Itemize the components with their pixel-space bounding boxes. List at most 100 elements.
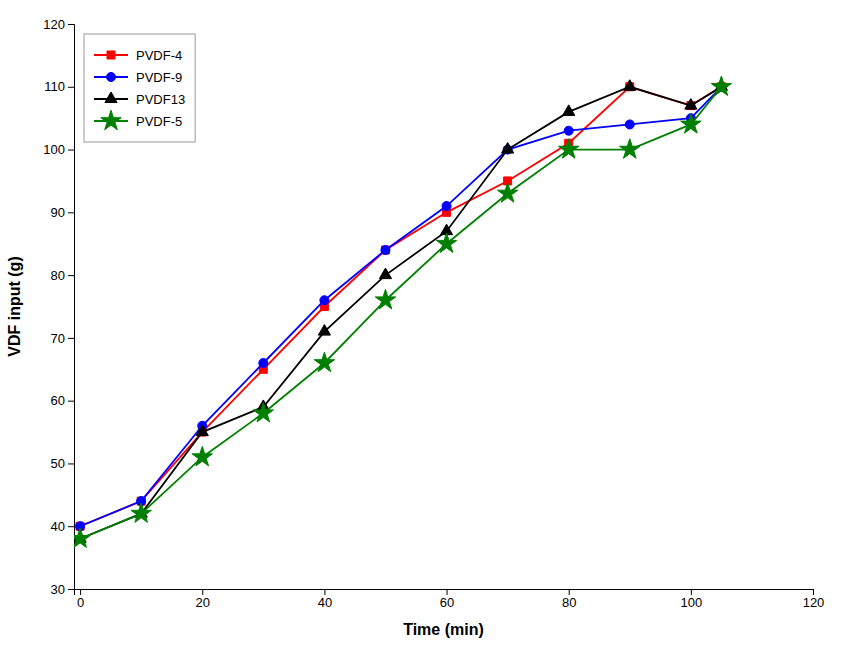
tick: 120: [43, 17, 74, 32]
point: [563, 105, 575, 116]
point: [253, 402, 273, 421]
point: [685, 99, 697, 110]
tick: 90: [51, 205, 74, 220]
tick-mark: [68, 150, 74, 151]
tick-mark: [813, 589, 814, 595]
tick-mark: [68, 589, 74, 590]
tick-label: 20: [196, 595, 210, 610]
line: [80, 87, 721, 526]
tick-mark: [324, 589, 325, 595]
tick-label: 60: [440, 595, 454, 610]
marks: [74, 76, 732, 547]
tick: 70: [51, 331, 74, 346]
point: [196, 425, 208, 436]
point: [318, 325, 330, 336]
tick: 120: [803, 589, 825, 610]
tick-mark: [68, 24, 74, 25]
x-axis: 020406080100120: [75, 589, 825, 610]
tick-label: 120: [43, 17, 65, 32]
tick: 20: [196, 589, 210, 610]
tick-label: 90: [51, 205, 65, 220]
tick-mark: [447, 589, 448, 595]
tick-mark: [569, 589, 570, 595]
tick: 60: [440, 589, 454, 610]
point: [502, 143, 514, 154]
plot: 02040608010012030405060708090100110120PV…: [43, 17, 824, 611]
tick-label: 40: [51, 519, 65, 534]
point: [624, 80, 636, 91]
tick-mark: [68, 338, 74, 339]
series: [76, 82, 726, 530]
point: [131, 503, 151, 522]
legend-box: [84, 34, 195, 142]
tick: 0: [77, 589, 84, 610]
legend-marker: [105, 92, 117, 103]
line: [80, 87, 721, 539]
tick: 100: [43, 142, 74, 157]
point: [375, 289, 395, 308]
tick-mark: [68, 275, 74, 276]
tick: 80: [562, 589, 576, 610]
point: [497, 183, 517, 202]
point: [681, 114, 701, 133]
legend-marker: [101, 110, 121, 129]
legend-item: PVDF-5: [94, 110, 182, 129]
legend-marker: [106, 72, 115, 81]
legend-label: PVDF-9: [136, 70, 182, 85]
tick-label: 80: [562, 595, 576, 610]
legend-marker: [107, 51, 115, 59]
tick-label: 40: [318, 595, 332, 610]
legend-label: PVDF-4: [136, 48, 182, 63]
point: [314, 352, 334, 371]
tick-label: 30: [51, 582, 65, 597]
tick: 110: [44, 79, 74, 94]
legend: PVDF-4 PVDF-9 PVDF13 PVDF-5: [84, 34, 195, 142]
axis-line: [68, 25, 75, 590]
axis-line: [75, 590, 814, 596]
point: [564, 126, 573, 135]
point: [436, 233, 456, 252]
tick-label: 50: [51, 456, 65, 471]
chart: 02040608010012030405060708090100110120PV…: [0, 0, 843, 651]
tick-label: 70: [51, 331, 65, 346]
point: [379, 268, 391, 279]
tick-mark: [68, 401, 74, 402]
tick: 30: [51, 582, 74, 597]
tick-mark: [68, 463, 74, 464]
legend-label: PVDF13: [136, 92, 185, 107]
point: [259, 358, 268, 367]
point: [192, 446, 212, 465]
tick-mark: [80, 589, 81, 595]
tick: 80: [51, 268, 74, 283]
y-axis: 30 40 50 60 70 80 90 100 110 120: [43, 17, 74, 597]
series: [74, 76, 732, 547]
tick-label: 100: [43, 142, 65, 157]
point: [381, 245, 390, 254]
tick-label: 60: [51, 393, 65, 408]
legend-item: PVDF13: [94, 92, 185, 107]
x-axis-title: Time (min): [403, 621, 484, 638]
series: [74, 80, 727, 543]
point: [381, 246, 389, 254]
tick-mark: [68, 526, 74, 527]
legend-label: PVDF-5: [136, 114, 182, 129]
tick-label: 80: [51, 268, 65, 283]
tick: 50: [51, 456, 74, 471]
series: [76, 83, 725, 530]
point: [558, 139, 578, 158]
point: [625, 120, 634, 129]
tick-label: 0: [77, 595, 84, 610]
line: [80, 87, 721, 526]
point: [320, 296, 329, 305]
tick-mark: [691, 589, 692, 595]
tick: 40: [318, 589, 332, 610]
point: [620, 139, 640, 158]
point: [711, 76, 731, 95]
tick-mark: [68, 212, 74, 213]
tick-label: 110: [44, 79, 65, 94]
tick-mark: [68, 87, 74, 88]
tick-label: 120: [803, 595, 825, 610]
legend-item: PVDF-9: [94, 70, 182, 85]
point: [74, 528, 90, 547]
legend-item: PVDF-4: [94, 48, 182, 63]
